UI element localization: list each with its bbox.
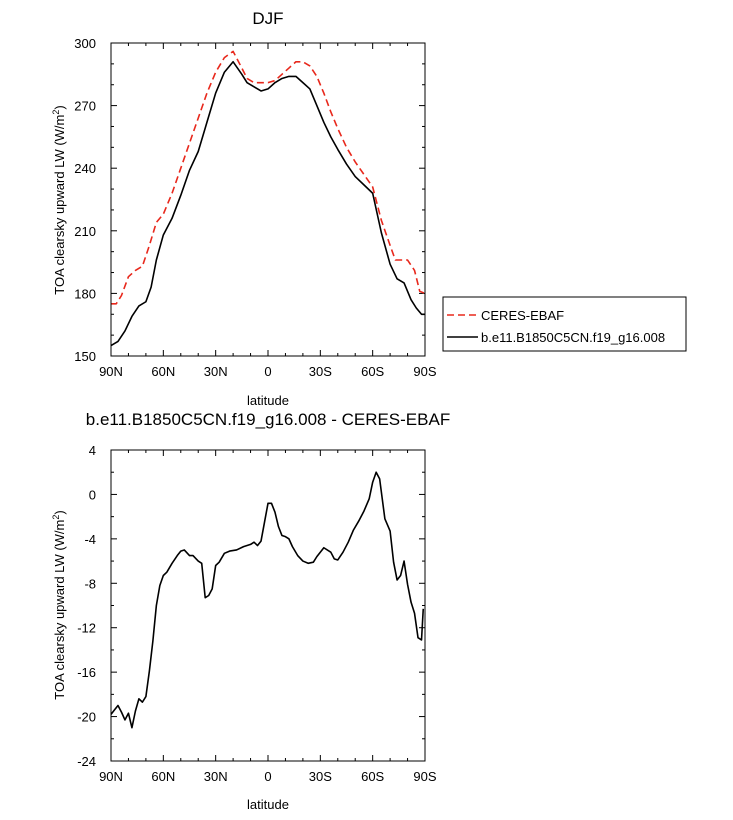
y-axis-label: TOA clearsky upward LW (W/m2) <box>51 105 67 294</box>
x-tick-label: 0 <box>264 769 271 784</box>
x-tick-label: 30N <box>204 769 228 784</box>
x-axis-label: latitude <box>247 393 289 408</box>
chart-panel-bottom: b.e11.B1850C5CN.f19_g16.008 - CERES-EBAF… <box>51 410 450 812</box>
y-tick-label: -24 <box>77 754 96 769</box>
chart-panel-top: DJF latitude TOA clearsky upward LW (W/m… <box>51 9 687 408</box>
y-tick-label: -8 <box>84 576 96 591</box>
x-tick-label: 60S <box>361 364 384 379</box>
x-tick-label: 90N <box>99 364 123 379</box>
y-tick-label: -16 <box>77 665 96 680</box>
x-tick-label: 90S <box>413 364 436 379</box>
y-tick-label: 4 <box>89 443 96 458</box>
y-tick-label: 210 <box>74 224 96 239</box>
series-lines <box>110 50 426 347</box>
y-tick-label: -4 <box>84 532 96 547</box>
x-tick-label: 30S <box>309 769 332 784</box>
y-tick-label: 240 <box>74 161 96 176</box>
x-tick-label: 60N <box>151 364 175 379</box>
x-axis-label: latitude <box>247 797 289 812</box>
x-tick-label: 90S <box>413 769 436 784</box>
series-line-b <box>110 60 425 347</box>
plot-frame <box>110 449 426 762</box>
legend-box <box>442 296 687 352</box>
x-tick-label: 90N <box>99 769 123 784</box>
axis-ticks: 90N 60N 30N 0 30S 60S 90S 150 180 210 240 270 300 <box>74 36 437 379</box>
legend-label-model: b.e11.B1850C5CN.f19_g16.008 <box>481 330 665 345</box>
chart-title: DJF <box>252 9 283 28</box>
y-axis-label: TOA clearsky upward LW (W/m2) <box>51 510 67 699</box>
x-tick-label: 30N <box>204 364 228 379</box>
legend: CERES-EBAF b.e11.B1850C5CN.f19_g16.008 <box>442 296 687 352</box>
y-tick-label: 180 <box>74 286 96 301</box>
legend-label-ceres: CERES-EBAF <box>481 308 564 323</box>
axis-ticks: 90N 60N 30N 0 30S 60S 90S -24 -20 -16 -12 -8 -4 0 4 <box>77 443 437 784</box>
chart-title: b.e11.B1850C5CN.f19_g16.008 - CERES-EBAF <box>86 410 450 429</box>
series-line-a <box>111 50 426 305</box>
y-tick-label: 270 <box>74 99 96 114</box>
y-tick-label: 0 <box>89 487 96 502</box>
x-tick-label: 60S <box>361 769 384 784</box>
y-tick-label: 150 <box>74 349 96 364</box>
x-tick-label: 0 <box>264 364 271 379</box>
series-line-a <box>110 471 425 729</box>
series-lines <box>110 471 425 729</box>
plot-frame <box>110 42 426 357</box>
y-tick-label: 300 <box>74 36 96 51</box>
y-tick-label: -20 <box>77 710 96 725</box>
x-tick-label: 60N <box>151 769 175 784</box>
x-tick-label: 30S <box>309 364 332 379</box>
y-tick-label: -12 <box>77 621 96 636</box>
